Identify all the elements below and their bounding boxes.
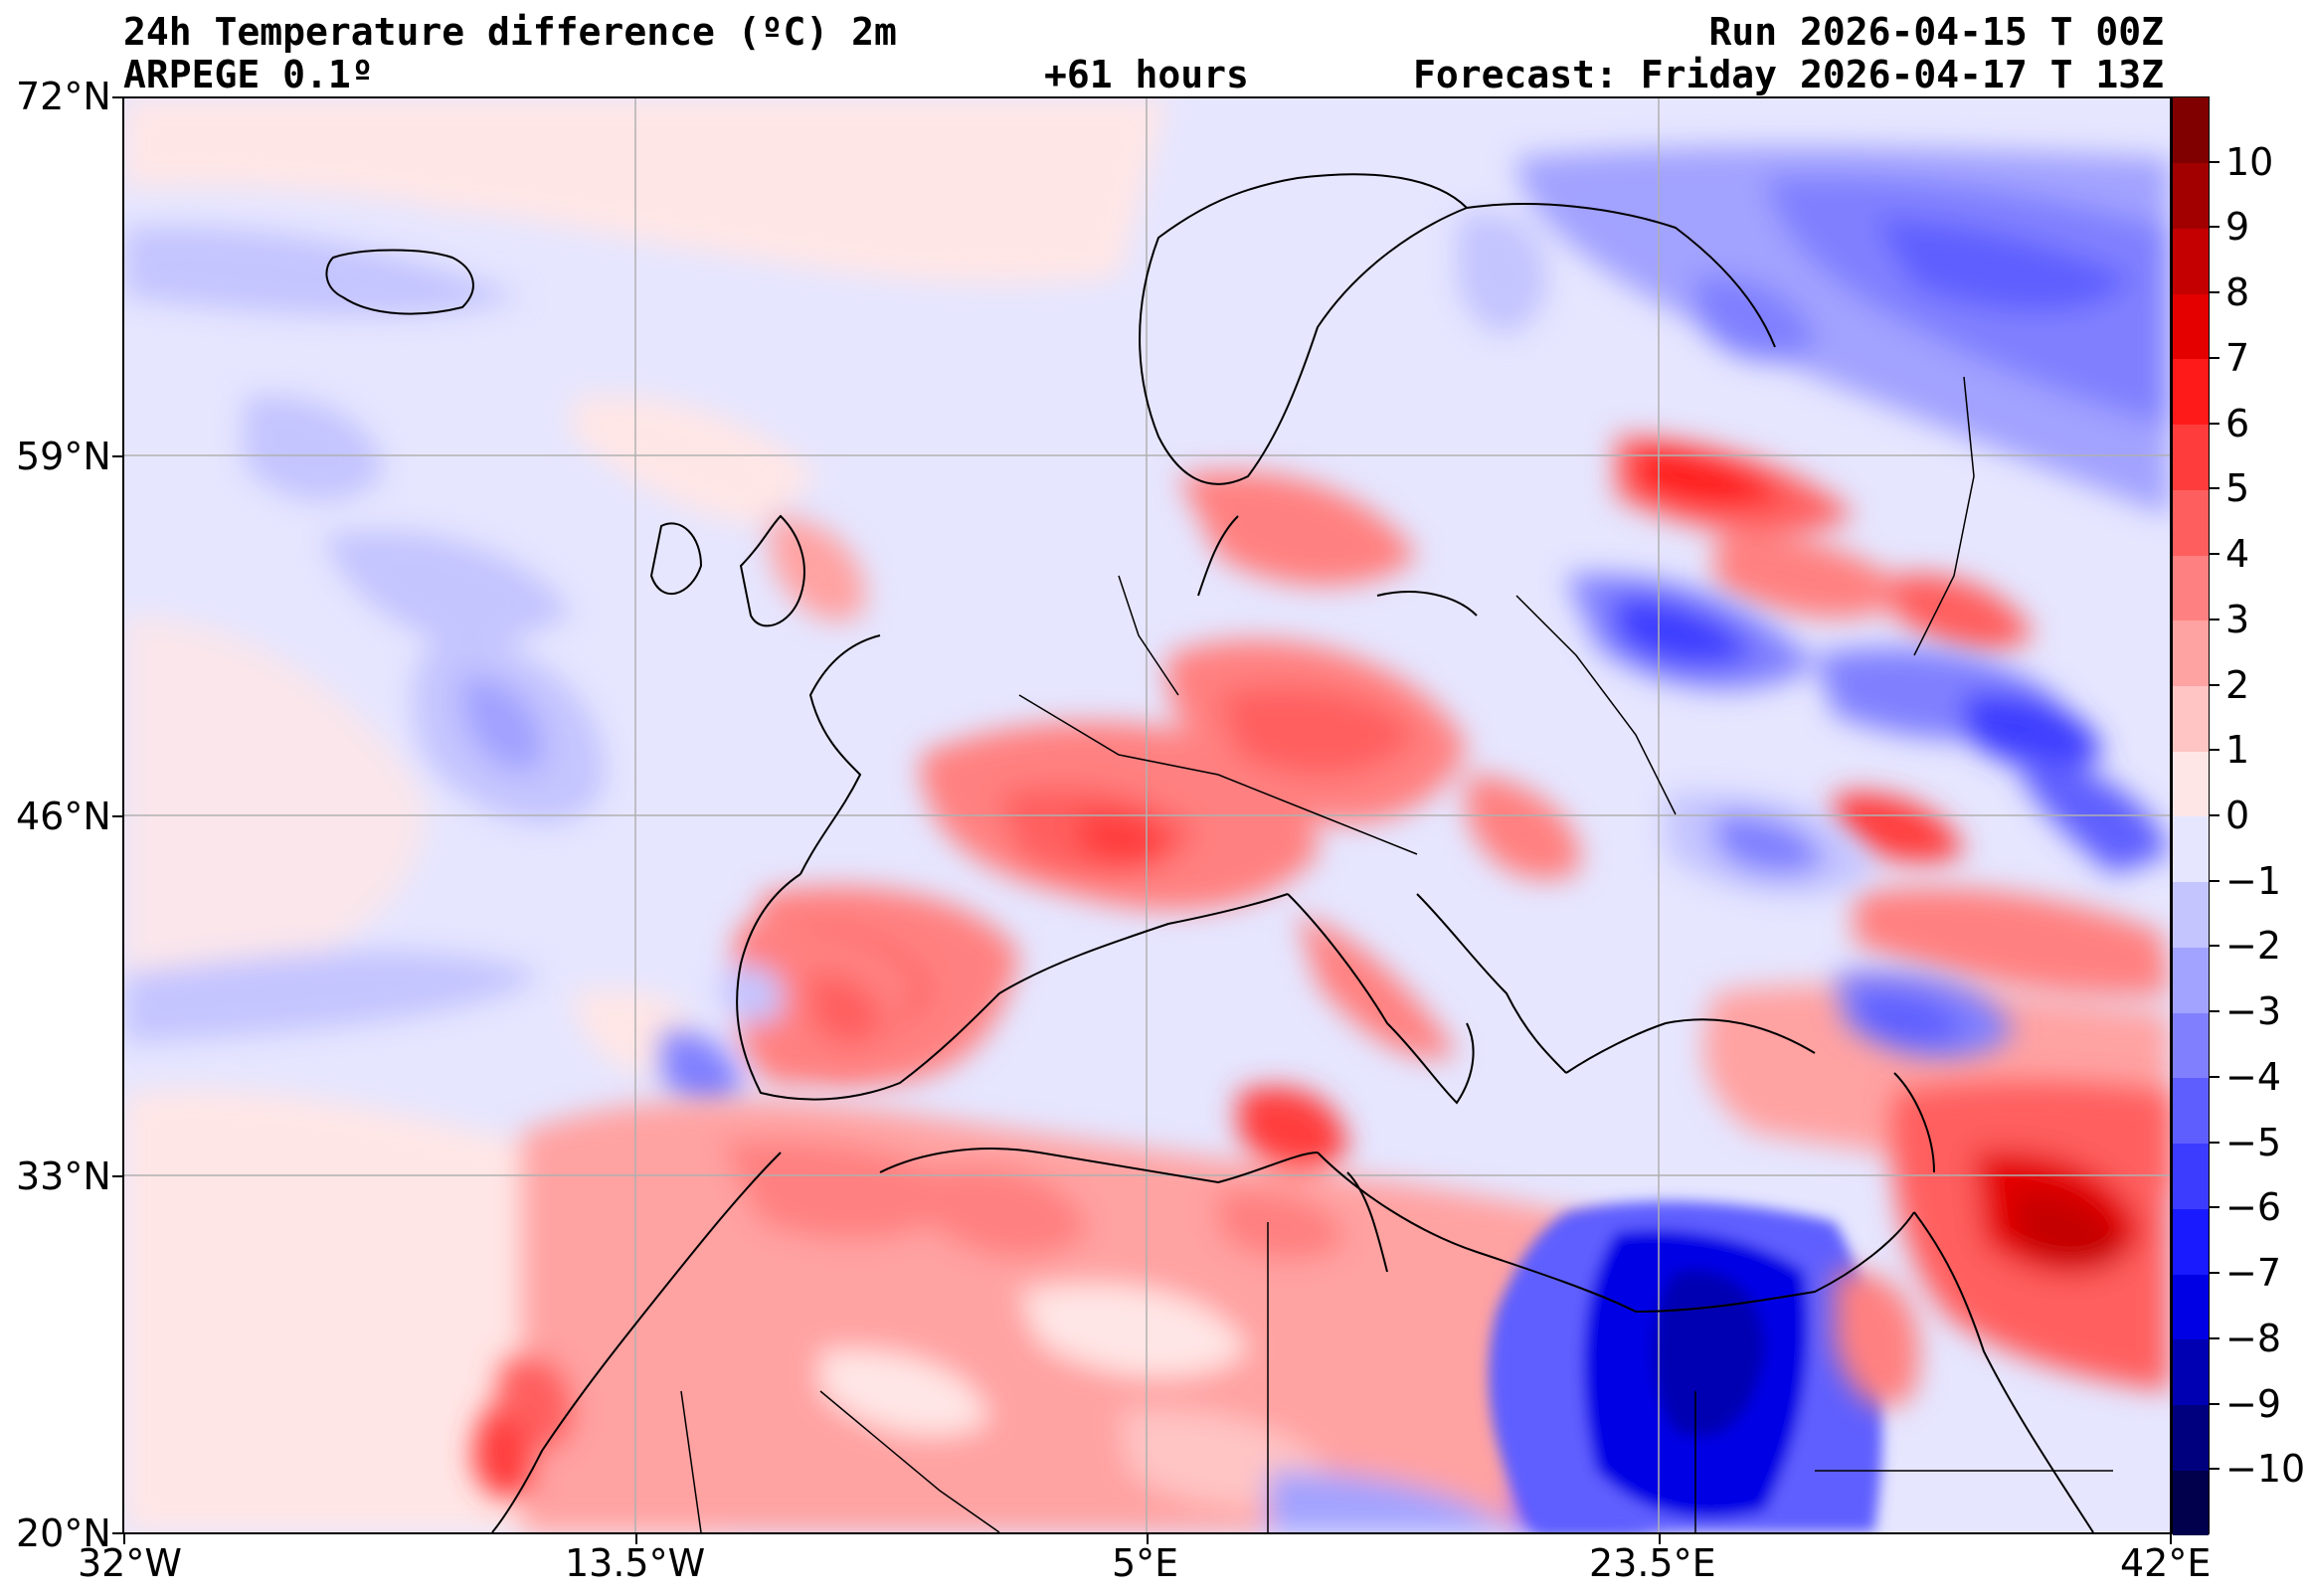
lon-label-32w: 32°W bbox=[78, 1541, 182, 1585]
colorbar-tick bbox=[2210, 160, 2219, 163]
colorbar-segment bbox=[2173, 228, 2209, 294]
colorbar-segment bbox=[2173, 1404, 2209, 1471]
lon-tick bbox=[1659, 1534, 1661, 1544]
lon-label-23-5e: 23.5°E bbox=[1589, 1541, 1716, 1585]
colorbar-segment bbox=[2173, 947, 2209, 1013]
colorbar-tick-label: 2 bbox=[2225, 662, 2250, 707]
lat-label-72n: 72°N bbox=[16, 75, 111, 118]
lon-tick bbox=[1147, 1534, 1149, 1544]
colorbar-tick bbox=[2210, 553, 2219, 556]
lon-tick bbox=[2170, 1534, 2172, 1544]
colorbar-tick-label: 8 bbox=[2225, 270, 2250, 315]
colorbar-segment bbox=[2173, 1208, 2209, 1275]
gridlines bbox=[124, 98, 2170, 1532]
colorbar-tick-label: 5 bbox=[2225, 466, 2250, 511]
colorbar-tick bbox=[2210, 356, 2219, 359]
colorbar-tick bbox=[2210, 1206, 2219, 1209]
colorbar-tick bbox=[2210, 1402, 2219, 1405]
colorbar-tick bbox=[2210, 226, 2219, 229]
colorbar-tick-label: −10 bbox=[2225, 1447, 2306, 1492]
colorbar-segment bbox=[2173, 1470, 2209, 1536]
colorbar-tick-label: −2 bbox=[2225, 924, 2282, 969]
lon-label-13-5w: 13.5°W bbox=[565, 1541, 706, 1585]
colorbar-tick-label: −7 bbox=[2225, 1251, 2282, 1296]
colorbar-tick-label: −1 bbox=[2225, 858, 2282, 903]
colorbar-tick bbox=[2210, 1336, 2219, 1339]
colorbar-tick-label: 9 bbox=[2225, 205, 2250, 250]
lon-tick bbox=[123, 1534, 125, 1544]
colorbar-tick bbox=[2210, 879, 2219, 882]
model-label: ARPEGE 0.1º bbox=[123, 53, 374, 96]
colorbar-tick-label: 10 bbox=[2225, 139, 2274, 184]
lat-tick bbox=[112, 96, 122, 98]
colorbar-tick-label: 0 bbox=[2225, 794, 2250, 837]
colorbar-segment bbox=[2173, 358, 2209, 426]
lat-label-20n: 20°N bbox=[16, 1511, 111, 1555]
colorbar-tick bbox=[2210, 422, 2219, 425]
colorbar-tick-label: 3 bbox=[2225, 597, 2250, 641]
colorbar-tick bbox=[2210, 683, 2219, 686]
colorbar-tick bbox=[2210, 487, 2219, 490]
colorbar-segment bbox=[2173, 424, 2209, 490]
colorbar-tick-label: −9 bbox=[2225, 1381, 2282, 1426]
lead-time-label: +61 hours bbox=[1044, 53, 1249, 96]
run-label: Run 2026-04-15 T 00Z bbox=[1708, 10, 2164, 54]
colorbar-segment bbox=[2173, 97, 2209, 164]
colorbar-segment bbox=[2173, 685, 2209, 752]
colorbar-tick-label: 4 bbox=[2225, 532, 2250, 577]
colorbar-tick bbox=[2210, 945, 2219, 948]
colorbar-segment bbox=[2173, 620, 2209, 687]
colorbar-tick bbox=[2210, 1010, 2219, 1013]
lon-label-5e: 5°E bbox=[1112, 1541, 1179, 1585]
colorbar-tick-label: 6 bbox=[2225, 401, 2250, 445]
colorbar-tick bbox=[2210, 618, 2219, 621]
coastlines bbox=[325, 173, 2094, 1532]
lat-label-33n: 33°N bbox=[16, 1154, 111, 1198]
colorbar-segment bbox=[2173, 293, 2209, 360]
colorbar-tick-label: 1 bbox=[2225, 728, 2250, 773]
colorbar-tick-label: −5 bbox=[2225, 1120, 2282, 1164]
map-svg bbox=[124, 98, 2170, 1532]
colorbar-tick-label: −6 bbox=[2225, 1185, 2282, 1230]
temperature-difference-map[interactable] bbox=[122, 96, 2172, 1534]
colorbar-tick bbox=[2210, 1272, 2219, 1275]
lat-tick bbox=[112, 1532, 122, 1534]
colorbar-segment bbox=[2173, 881, 2209, 948]
colorbar-segment bbox=[2173, 489, 2209, 556]
lat-label-46n: 46°N bbox=[16, 795, 111, 838]
colorbar-segment bbox=[2173, 1012, 2209, 1079]
colorbar bbox=[2172, 96, 2210, 1536]
lat-label-59n: 59°N bbox=[16, 435, 111, 478]
colorbar-tick-label: 7 bbox=[2225, 335, 2250, 380]
lat-tick bbox=[112, 815, 122, 817]
colorbar-segment bbox=[2173, 162, 2209, 229]
colorbar-segment bbox=[2173, 1274, 2209, 1340]
colorbar-tick bbox=[2210, 1141, 2219, 1144]
colorbar-tick bbox=[2210, 749, 2219, 752]
borders bbox=[680, 376, 2113, 1532]
colorbar-tick bbox=[2210, 291, 2219, 294]
colorbar-segment bbox=[2173, 1077, 2209, 1145]
forecast-label: Forecast: Friday 2026-04-17 T 13Z bbox=[1413, 53, 2164, 96]
lon-label-42e: 42°E bbox=[2120, 1541, 2212, 1585]
colorbar-segment bbox=[2173, 1338, 2209, 1406]
colorbar-segment bbox=[2173, 751, 2209, 817]
colorbar-tick bbox=[2210, 1468, 2219, 1471]
colorbar-tick bbox=[2210, 1075, 2219, 1078]
colorbar-tick bbox=[2210, 814, 2219, 816]
colorbar-segment bbox=[2173, 816, 2209, 883]
colorbar-segment bbox=[2173, 555, 2209, 621]
colorbar-tick-label: −4 bbox=[2225, 1054, 2282, 1099]
lon-tick bbox=[635, 1534, 637, 1544]
lat-tick bbox=[112, 1175, 122, 1177]
chart-title: 24h Temperature difference (ºC) 2m bbox=[123, 10, 897, 54]
colorbar-segment bbox=[2173, 1143, 2209, 1209]
colorbar-tick-label: −3 bbox=[2225, 989, 2282, 1034]
colorbar-tick-label: −8 bbox=[2225, 1316, 2282, 1360]
lat-tick bbox=[112, 455, 122, 457]
